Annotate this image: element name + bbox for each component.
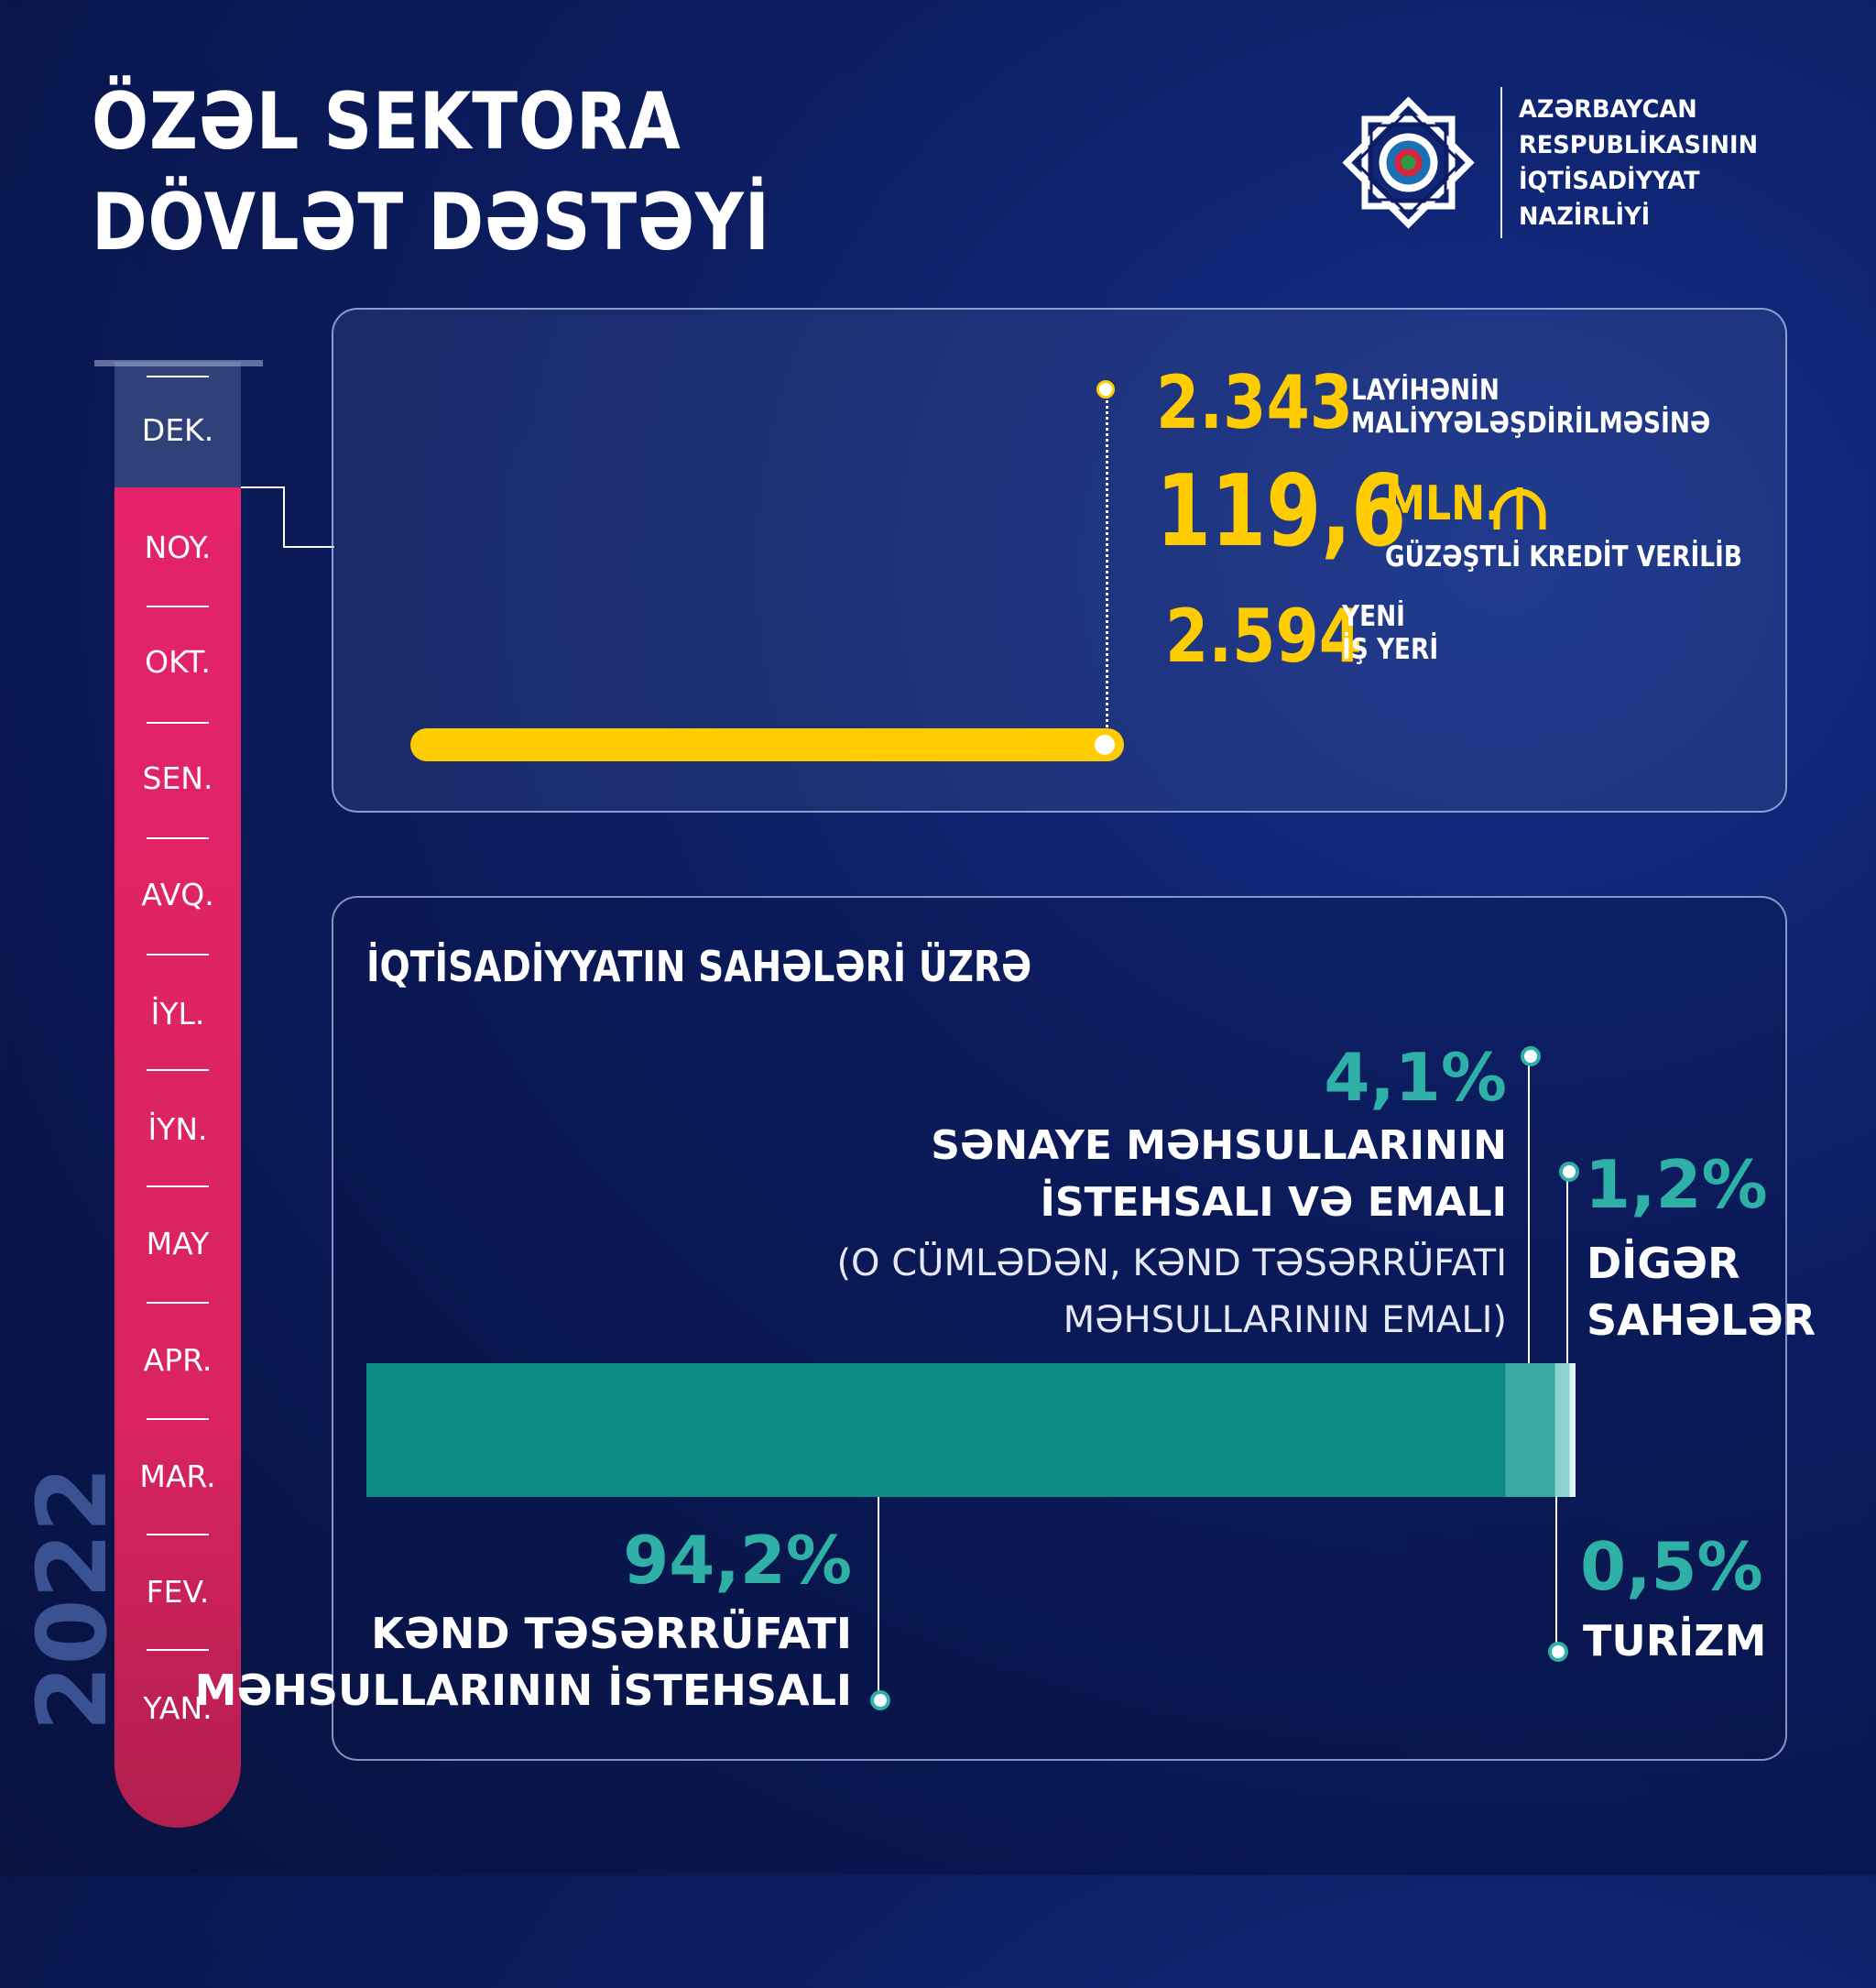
month-label: APR. bbox=[143, 1342, 213, 1378]
industry-note-line: MƏHSULLARININ EMALI) bbox=[1063, 1299, 1507, 1341]
leader-line-agriculture bbox=[878, 1497, 879, 1695]
bar-segment-other bbox=[1554, 1363, 1570, 1497]
tourism-label: TURİZM bbox=[1583, 1616, 1767, 1666]
industry-note-line: (O CÜMLƏDƏN, KƏND TƏSƏRRÜFATI bbox=[836, 1242, 1507, 1284]
credit-label: GÜZƏŞTLİ KREDİT VERİLİB bbox=[1385, 541, 1742, 573]
credit-value: 119,6 bbox=[1156, 454, 1407, 569]
month-tick bbox=[147, 376, 209, 377]
month-label: İYN. bbox=[147, 1111, 208, 1147]
industry-label-line: SƏNAYE MƏHSULLARININ bbox=[931, 1122, 1507, 1169]
other-label-line: DİGƏR bbox=[1587, 1239, 1740, 1288]
month-tick bbox=[147, 722, 209, 724]
year-label-wrap: 2022 bbox=[16, 1467, 128, 1988]
projects-label-line: MALİYYƏLƏŞDİRİLMƏSİNƏ bbox=[1351, 407, 1711, 440]
agriculture-label-line: KƏND TƏSƏRRÜFATI bbox=[371, 1609, 852, 1658]
industry-label: SƏNAYE MƏHSULLARININ İSTEHSALI VƏ EMALI bbox=[0, 1118, 1507, 1231]
sectors-title: İQTİSADİYYATIN SAHƏLƏRİ ÜZRƏ bbox=[366, 942, 1032, 991]
jobs-label-line: İŞ YERİ bbox=[1342, 633, 1439, 666]
page-title: ÖZƏL SEKTORA DÖVLƏT DƏSTƏYİ bbox=[92, 71, 770, 273]
timeline-fill bbox=[115, 487, 241, 1828]
sector-stacked-bar bbox=[366, 1363, 1576, 1497]
title-line-1: ÖZƏL SEKTORA bbox=[92, 76, 682, 168]
agriculture-pct: 94,2% bbox=[623, 1522, 852, 1599]
logo-divider bbox=[1500, 87, 1502, 238]
month-label: DEK. bbox=[141, 412, 214, 448]
other-pct: 1,2% bbox=[1585, 1146, 1768, 1223]
bar-segment-agriculture bbox=[366, 1363, 1506, 1497]
month-tick bbox=[147, 1302, 209, 1304]
industry-pct: 4,1% bbox=[1324, 1039, 1507, 1116]
timeline-connector bbox=[241, 486, 334, 548]
month-tick bbox=[147, 606, 209, 607]
month-label: MAY bbox=[146, 1226, 210, 1262]
month-tick bbox=[147, 1069, 209, 1071]
jobs-label-line: YENİ bbox=[1342, 600, 1405, 633]
progress-end-dot bbox=[1095, 735, 1115, 755]
month-label: SEN. bbox=[142, 760, 213, 796]
agriculture-label-line: MƏHSULLARININ İSTEHSALI bbox=[194, 1666, 852, 1715]
agriculture-label: KƏND TƏSƏRRÜFATI MƏHSULLARININ İSTEHSALI bbox=[0, 1605, 852, 1719]
credit-unit: MLN. bbox=[1385, 476, 1500, 531]
month-tick bbox=[147, 1649, 209, 1651]
month-tick bbox=[147, 1185, 209, 1187]
other-label: DİGƏR SAHƏLƏR bbox=[1587, 1235, 1816, 1349]
manat-icon bbox=[1491, 484, 1548, 535]
bar-segment-tourism bbox=[1569, 1363, 1576, 1497]
timeline-tube-rim bbox=[94, 360, 263, 366]
industry-note: (O CÜMLƏDƏN, KƏND TƏSƏRRÜFATI MƏHSULLARI… bbox=[0, 1235, 1507, 1349]
bar-segment-industry bbox=[1505, 1363, 1555, 1497]
month-tick bbox=[147, 1534, 209, 1535]
month-label: AVQ. bbox=[141, 877, 214, 912]
leader-line-other bbox=[1566, 1173, 1568, 1363]
month-label: NOY. bbox=[144, 530, 212, 565]
leader-dot-other bbox=[1559, 1162, 1579, 1182]
leader-line-tourism bbox=[1555, 1497, 1557, 1645]
progress-bar bbox=[410, 728, 1124, 761]
ministry-line: NAZİRLİYİ bbox=[1519, 202, 1651, 231]
jobs-label: YENİ İŞ YERİ bbox=[1342, 600, 1438, 666]
jobs-value: 2.594 bbox=[1165, 594, 1363, 679]
projects-label: LAYİHƏNİN MALİYYƏLƏŞDİRİLMƏSİNƏ bbox=[1351, 374, 1710, 440]
month-label: İYL. bbox=[150, 996, 205, 1032]
ministry-logo-icon bbox=[1333, 87, 1484, 238]
ministry-line: RESPUBLİKASININ bbox=[1519, 131, 1759, 159]
ministry-name: AZƏRBAYCAN RESPUBLİKASININ İQTİSADİYYAT … bbox=[1519, 92, 1758, 235]
leader-dot-industry bbox=[1521, 1046, 1541, 1066]
month-label: MAR. bbox=[139, 1458, 216, 1494]
tourism-pct: 0,5% bbox=[1580, 1528, 1763, 1605]
month-label: FEV. bbox=[146, 1574, 210, 1610]
projects-label-line: LAYİHƏNİN bbox=[1351, 374, 1500, 407]
projects-value: 2.343 bbox=[1156, 360, 1354, 445]
leader-dot-tourism bbox=[1548, 1642, 1568, 1662]
ministry-line: İQTİSADİYYAT bbox=[1519, 167, 1700, 195]
ministry-line: AZƏRBAYCAN bbox=[1519, 95, 1697, 124]
month-tick bbox=[147, 837, 209, 839]
leader-dot-agriculture bbox=[870, 1690, 890, 1710]
month-label: YAN. bbox=[143, 1690, 213, 1726]
progress-marker-line bbox=[1106, 396, 1108, 744]
other-label-line: SAHƏLƏR bbox=[1587, 1295, 1816, 1345]
sectors-panel bbox=[332, 896, 1787, 1761]
leader-line-industry bbox=[1528, 1058, 1530, 1363]
progress-marker-dot bbox=[1096, 380, 1115, 399]
title-line-2: DÖVLƏT DƏSTƏYİ bbox=[92, 177, 770, 268]
month-label: OKT. bbox=[145, 644, 211, 680]
industry-label-line: İSTEHSALI VƏ EMALI bbox=[1040, 1179, 1507, 1226]
month-tick bbox=[147, 1418, 209, 1420]
month-tick bbox=[147, 954, 209, 956]
